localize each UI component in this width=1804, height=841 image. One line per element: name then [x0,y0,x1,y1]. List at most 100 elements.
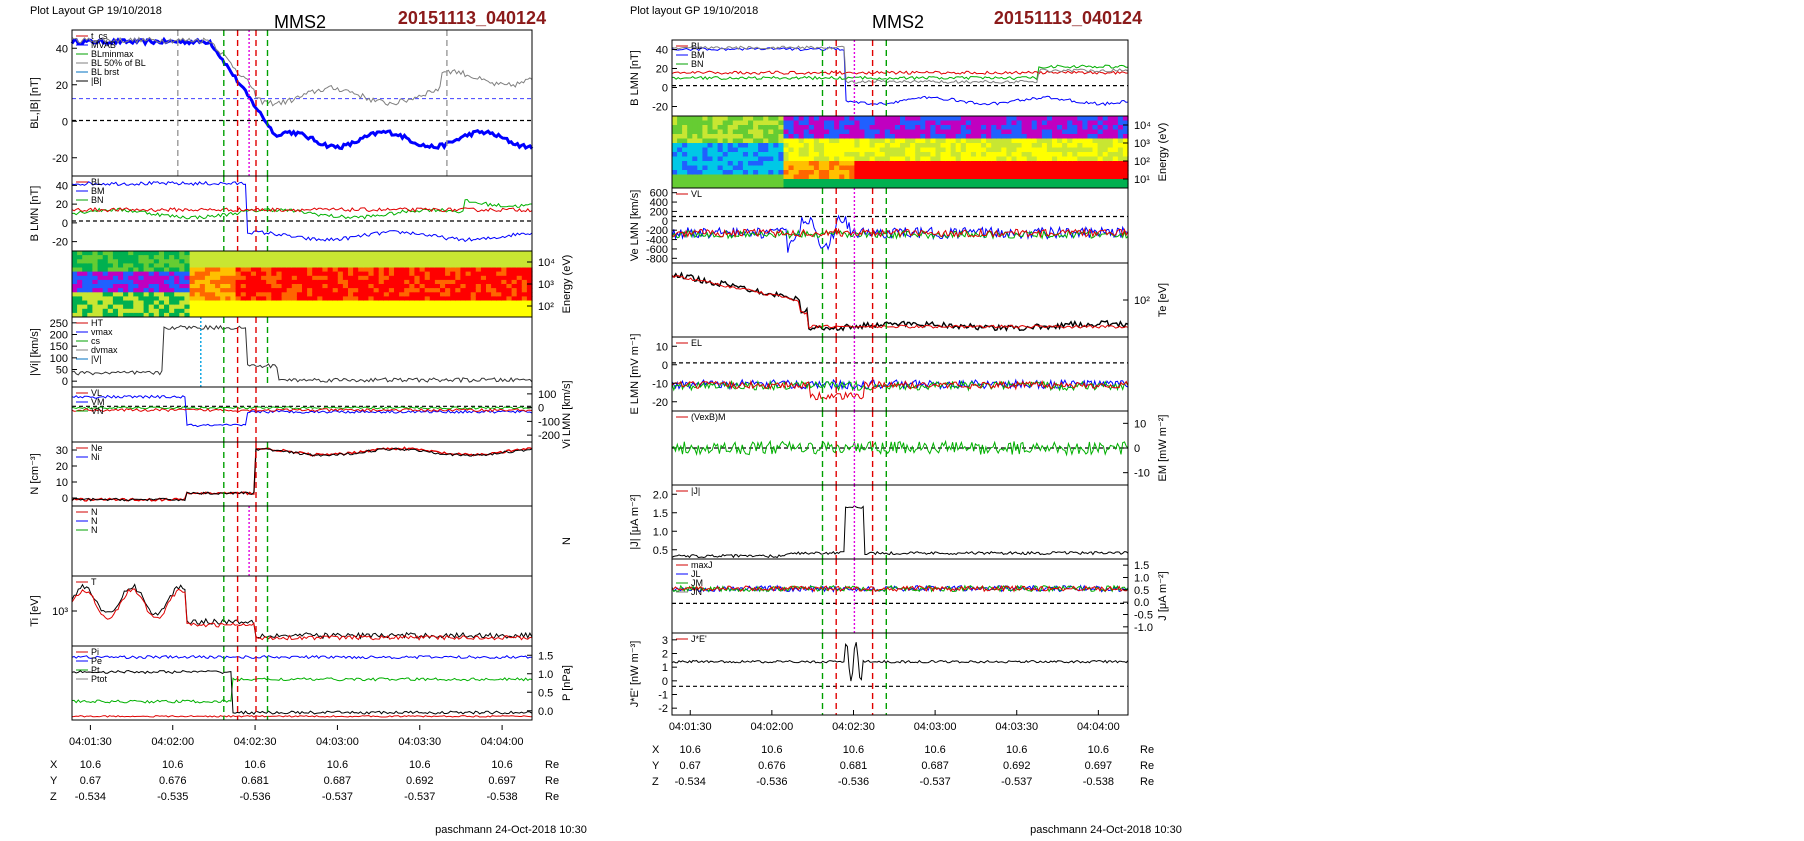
spectrogram-cell [332,263,339,269]
left-ytick-bl: 40 [56,43,68,55]
spectrogram-cell [388,304,395,310]
spectrogram-cell [905,174,911,180]
left-ephem-Y: 0.687 [324,775,352,787]
spectrogram-cell [1016,143,1023,149]
spectrogram-cell [409,304,415,310]
spectrogram-cell [337,275,344,281]
spectrogram-cell [394,271,400,277]
spectrogram-cell [230,255,237,260]
spectrogram-cell [727,174,734,180]
spectrogram-cell [859,179,866,185]
spectrogram-cell [445,255,451,260]
spectrogram-cell [955,138,962,144]
spectrogram-cell [77,267,83,273]
spectrogram-cell [97,284,104,289]
spectrogram-cell [793,152,800,158]
spectrogram-cell [337,312,344,318]
spectrogram-cell [1077,134,1083,140]
spectrogram-cell [414,304,421,310]
spectrogram-cell [1011,170,1018,176]
spectrogram-cell [1067,152,1073,158]
spectrogram-cell [92,300,99,306]
spectrogram-cell [128,271,134,277]
spectrogram-cell [1011,161,1018,167]
spectrogram-cell [818,179,825,185]
spectrogram-cell [1067,116,1073,122]
left-ytick-vilmn: 0 [538,403,544,415]
spectrogram-cell [1122,138,1129,144]
spectrogram-cell [950,129,957,135]
spectrogram-cell [77,259,83,264]
spectrogram-cell [72,279,78,285]
spectrogram-cell [445,296,451,302]
spectrogram-cell [672,152,678,158]
spectrogram-cell [1107,134,1114,140]
spectrogram-cell [1077,161,1083,167]
spectrogram-cell [1021,170,1028,176]
spectrogram-cell [1107,161,1114,167]
spectrogram-cell [1026,170,1033,176]
spectrogram-cell [1046,183,1053,189]
spectrogram-cell [312,263,318,269]
spectrogram-cell [1077,165,1083,171]
spectrogram-cell [783,152,790,158]
spectrogram-cell [327,255,334,260]
spectrogram-cell [107,251,114,256]
spectrogram-cell [77,271,83,277]
left-ytick-n: 30 [56,445,68,457]
spectrogram-cell [763,170,769,176]
spectrogram-cell [844,138,850,144]
spectrogram-cell [976,183,982,189]
spectrogram-cell [1036,125,1043,131]
spectrogram-cell [82,267,88,273]
spectrogram-cell [501,275,507,281]
spectrogram-cell [1046,174,1053,180]
spectrogram-cell [970,179,977,185]
spectrogram-cell [808,170,815,176]
spectrogram-cell [368,312,375,318]
spectrogram-cell [266,300,272,306]
left-ytick-bl: 0 [62,116,68,128]
spectrogram-cell [748,152,754,158]
spectrogram-cell [991,134,997,140]
spectrogram-cell [143,271,150,277]
spectrogram-cell [692,129,698,135]
spectrogram-cell [940,143,947,149]
spectrogram-cell [378,312,385,318]
spectrogram-cell [118,279,124,285]
spectrogram-cell [342,296,349,302]
spectrogram-cell [383,279,390,285]
spectrogram-cell [778,170,785,176]
spectrogram-cell [778,161,785,167]
spectrogram-cell [996,138,1002,144]
spectrogram-cell [1031,138,1038,144]
spectrogram-cell [404,300,410,306]
spectrogram-cell [296,304,303,310]
spectrogram-cell [950,179,957,185]
spectrogram-cell [986,120,992,126]
spectrogram-cell [925,134,931,140]
left-xtick: 04:03:00 [316,736,359,748]
spectrogram-cell [788,152,795,158]
right-ytick-ve: 600 [650,188,668,200]
spectrogram-cell [960,183,967,189]
spectrogram-cell [940,174,947,180]
spectrogram-cell [1016,170,1023,176]
right-ytick-je: -1 [658,690,668,702]
spectrogram-cell [803,170,810,176]
spectrogram-cell [879,156,886,162]
spectrogram-cell [869,129,876,135]
spectrogram-cell [955,174,962,180]
right-ylabel-espec: Energy (eV) [1157,123,1169,182]
left-legend-p: Pi [91,647,99,657]
left-ylabel-n: N [cm⁻³] [29,453,41,494]
spectrogram-cell [677,152,683,158]
spectrogram-cell [77,255,83,260]
spectrogram-cell [818,183,825,189]
spectrogram-cell [153,304,160,310]
spectrogram-cell [702,138,709,144]
spectrogram-cell [230,275,237,281]
spectrogram-cell [261,279,267,285]
spectrogram-cell [950,134,957,140]
right-ytick-jlmn: -1.0 [1134,622,1153,634]
